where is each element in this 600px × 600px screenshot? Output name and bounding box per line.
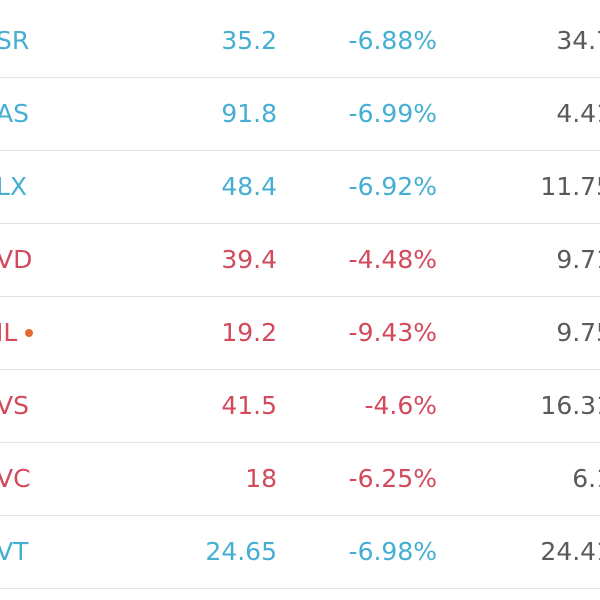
last-value: 11.75 [540, 172, 600, 201]
stock-symbol: VD [0, 224, 32, 296]
stock-symbol: VT [0, 516, 28, 588]
change: -9.43% [348, 318, 437, 347]
symbol-text: VT [0, 537, 29, 566]
last-value: 16.31 [540, 391, 600, 420]
change: -4.48% [348, 245, 437, 274]
last-value: 9.75 [556, 318, 600, 347]
symbol-text: SR [0, 26, 30, 55]
price: 41.5 [221, 391, 277, 420]
symbol-text: VD [0, 245, 33, 274]
stock-row[interactable]: LX 48.4 -6.92% 11.75 [0, 151, 600, 224]
stock-symbol: LX [0, 151, 27, 223]
change: -6.88% [348, 26, 437, 55]
price: 19.2 [221, 318, 277, 347]
stock-row[interactable]: VC 18 -6.25% 6.1 [0, 443, 600, 516]
stock-row[interactable]: VT 24.65 -6.98% 24.41 [0, 516, 600, 589]
price: 24.65 [205, 537, 277, 566]
last-value: 34.7 [556, 26, 600, 55]
price: 48.4 [221, 172, 277, 201]
stock-row[interactable]: SR 35.2 -6.88% 34.7 [0, 5, 600, 78]
symbol-text: IL [0, 318, 18, 347]
symbol-text: VC [0, 464, 31, 493]
change: -6.92% [348, 172, 437, 201]
price: 91.8 [221, 99, 277, 128]
last-value: 4.41 [556, 99, 600, 128]
last-value: 9.71 [556, 245, 600, 274]
stock-row[interactable]: VS 41.5 -4.6% 16.31 [0, 370, 600, 443]
price: 35.2 [221, 26, 277, 55]
price: 18 [245, 464, 277, 493]
alert-dot [25, 329, 34, 337]
change: -6.99% [348, 99, 437, 128]
symbol-text: LX [0, 172, 28, 201]
stock-row[interactable]: AS 91.8 -6.99% 4.41 [0, 78, 600, 151]
last-value: 24.41 [540, 537, 600, 566]
price: 39.4 [221, 245, 277, 274]
last-value: 6.1 [572, 464, 600, 493]
stock-row[interactable]: IL 19.2 -9.43% 9.75 [0, 297, 600, 370]
change: -4.6% [364, 391, 437, 420]
change: -6.98% [348, 537, 437, 566]
stock-symbol: IL [0, 297, 34, 369]
stock-symbol: VS [0, 370, 29, 442]
change: -6.25% [348, 464, 437, 493]
symbol-text: VS [0, 391, 29, 420]
symbol-text: AS [0, 99, 29, 128]
stock-symbol: SR [0, 5, 29, 77]
stock-symbol: AS [0, 78, 29, 150]
stock-row[interactable]: VD 39.4 -4.48% 9.71 [0, 224, 600, 297]
stock-symbol: VC [0, 443, 31, 515]
